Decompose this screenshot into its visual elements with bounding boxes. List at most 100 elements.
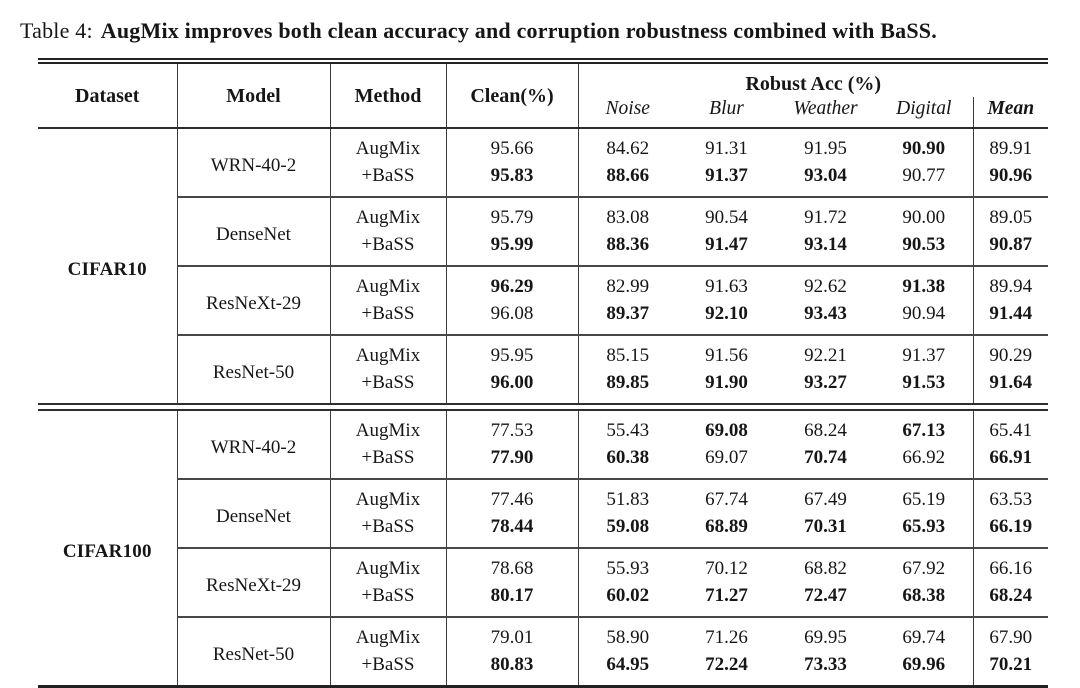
cell-blur: 71.26 bbox=[677, 616, 776, 651]
cell-blur: 91.90 bbox=[705, 372, 748, 393]
method-label: +BaSS bbox=[330, 369, 447, 404]
model-label: ResNeXt-29 bbox=[177, 547, 331, 617]
cell-mean: 67.90 bbox=[973, 616, 1049, 651]
table-row: DenseNet AugMix 77.46 51.83 67.74 67.49 65.19 6… bbox=[38, 478, 1049, 548]
table-row: CIFAR10 WRN-40-2 AugMix 95.66 84.62 91.31 91.9… bbox=[38, 128, 1048, 404]
dataset-block-cifar10: CIFAR10 WRN-40-2 AugMix 95.66 84.62 91.31 91.9… bbox=[38, 128, 1049, 404]
model-label: DenseNet bbox=[177, 478, 331, 548]
col-header-method: Method bbox=[330, 61, 447, 129]
cell-clean: 95.83 bbox=[446, 162, 579, 197]
cell-clean: 95.79 bbox=[446, 196, 579, 231]
cell-clean: 79.01 bbox=[446, 616, 579, 651]
col-header-weather: Weather bbox=[776, 97, 875, 129]
method-label: AugMix bbox=[330, 616, 447, 651]
table-row: +BaSS 80.17 60.02 71.27 72.47 68.38 68.24 bbox=[38, 582, 1048, 617]
table-row: +BaSS 95.83 88.66 91.37 93.04 90.77 90.96 bbox=[38, 162, 1048, 197]
cell-digital: 67.92 bbox=[875, 547, 974, 582]
col-header-clean: Clean(%) bbox=[446, 61, 579, 129]
model-label: DenseNet bbox=[177, 196, 331, 266]
cell-blur: 91.47 bbox=[705, 234, 748, 255]
cell-clean: 95.95 bbox=[446, 334, 579, 369]
header-row-1: Dataset Model Method Clean(%) Robust Acc… bbox=[38, 61, 1048, 129]
cell-mean: 91.64 bbox=[989, 372, 1033, 393]
cell-clean: 96.29 bbox=[446, 265, 579, 300]
cell-noise: 60.38 bbox=[606, 447, 650, 468]
cell-noise: 88.66 bbox=[606, 165, 650, 186]
cell-weather: 91.95 bbox=[804, 138, 847, 159]
table-row: +BaSS 96.08 89.37 92.10 93.43 90.94 91.44 bbox=[38, 300, 1048, 335]
model-label: ResNet-50 bbox=[177, 616, 331, 687]
dataset-label: CIFAR100 bbox=[38, 410, 178, 687]
cell-mean: 63.53 bbox=[973, 478, 1049, 513]
cell-weather: 69.95 bbox=[776, 616, 875, 651]
cell-noise: 58.90 bbox=[578, 616, 677, 651]
cell-clean: 77.90 bbox=[446, 444, 579, 479]
cell-mean: 70.21 bbox=[989, 654, 1033, 675]
cell-noise: 84.62 bbox=[606, 138, 650, 159]
col-header-dataset: Dataset bbox=[38, 61, 178, 129]
double-rule-row bbox=[38, 403, 1049, 411]
cell-digital: 65.93 bbox=[875, 513, 974, 548]
cell-mean: 90.96 bbox=[989, 165, 1033, 186]
cell-weather: 68.82 bbox=[776, 547, 875, 582]
cell-mean: 66.91 bbox=[989, 447, 1033, 468]
cell-weather: 70.31 bbox=[804, 516, 847, 537]
cell-weather: 93.14 bbox=[804, 234, 847, 255]
cell-clean: 80.17 bbox=[446, 582, 579, 617]
table-row: +BaSS 78.44 59.08 68.89 70.31 65.93 66.19 bbox=[38, 513, 1048, 548]
cell-weather: 93.43 bbox=[804, 303, 847, 324]
cell-mean: 90.29 bbox=[973, 334, 1049, 369]
cell-weather: 70.74 bbox=[804, 447, 847, 468]
cell-weather: 68.24 bbox=[804, 420, 847, 441]
col-header-noise: Noise bbox=[578, 97, 677, 129]
cell-mean: 66.19 bbox=[989, 516, 1033, 537]
method-label: +BaSS bbox=[330, 582, 447, 617]
cell-weather: 93.27 bbox=[804, 372, 847, 393]
cell-weather: 92.62 bbox=[776, 265, 875, 300]
method-label: AugMix bbox=[330, 478, 447, 513]
cell-clean: 95.66 bbox=[446, 128, 579, 162]
cell-digital: 69.74 bbox=[875, 616, 974, 651]
dataset-label: CIFAR10 bbox=[38, 128, 178, 404]
cell-blur: 69.07 bbox=[705, 447, 748, 468]
double-rule bbox=[38, 403, 1049, 411]
cell-digital: 66.92 bbox=[875, 444, 974, 479]
cell-noise: 88.36 bbox=[606, 234, 650, 255]
cell-blur: 91.31 bbox=[705, 138, 748, 159]
cell-mean: 89.91 bbox=[989, 138, 1033, 159]
cell-mean: 89.05 bbox=[973, 196, 1049, 231]
method-label: AugMix bbox=[330, 547, 447, 582]
cell-weather: 92.21 bbox=[776, 334, 875, 369]
cell-digital: 90.53 bbox=[875, 231, 974, 266]
cell-noise: 82.99 bbox=[578, 265, 677, 300]
dataset-separator bbox=[38, 403, 1049, 411]
cell-noise: 89.85 bbox=[606, 372, 650, 393]
cell-blur: 72.24 bbox=[705, 654, 748, 675]
paper-page: Table 4: AugMix improves both clean accur… bbox=[20, 18, 1049, 688]
method-label: AugMix bbox=[330, 196, 447, 231]
cell-blur: 91.63 bbox=[677, 265, 776, 300]
method-label: +BaSS bbox=[330, 513, 447, 548]
cell-clean: 77.46 bbox=[446, 478, 579, 513]
cell-blur: 71.27 bbox=[705, 585, 748, 606]
cell-blur: 90.54 bbox=[677, 196, 776, 231]
method-label: AugMix bbox=[330, 265, 447, 300]
cell-blur: 68.89 bbox=[705, 516, 748, 537]
cell-digital: 68.38 bbox=[875, 582, 974, 617]
table-header: Dataset Model Method Clean(%) Robust Acc… bbox=[38, 61, 1049, 129]
cell-noise: 89.37 bbox=[606, 303, 650, 324]
table-row: +BaSS 96.00 89.85 91.90 93.27 91.53 91.64 bbox=[38, 369, 1048, 404]
method-label: +BaSS bbox=[330, 162, 447, 197]
cell-mean: 91.44 bbox=[989, 303, 1033, 324]
table-row: ResNet-50 AugMix 95.95 85.15 91.56 92.21 91.37… bbox=[38, 334, 1049, 404]
cell-noise: 59.08 bbox=[606, 516, 650, 537]
col-header-mean: Mean bbox=[973, 97, 1049, 129]
cell-weather: 91.72 bbox=[776, 196, 875, 231]
cell-blur: 91.56 bbox=[677, 334, 776, 369]
cell-digital: 65.19 bbox=[875, 478, 974, 513]
table-row: DenseNet AugMix 95.79 83.08 90.54 91.72 90.00 8… bbox=[38, 196, 1049, 266]
cell-clean: 78.44 bbox=[446, 513, 579, 548]
model-label: ResNeXt-29 bbox=[177, 265, 331, 335]
cell-noise: 51.83 bbox=[578, 478, 677, 513]
cell-weather: 67.49 bbox=[776, 478, 875, 513]
